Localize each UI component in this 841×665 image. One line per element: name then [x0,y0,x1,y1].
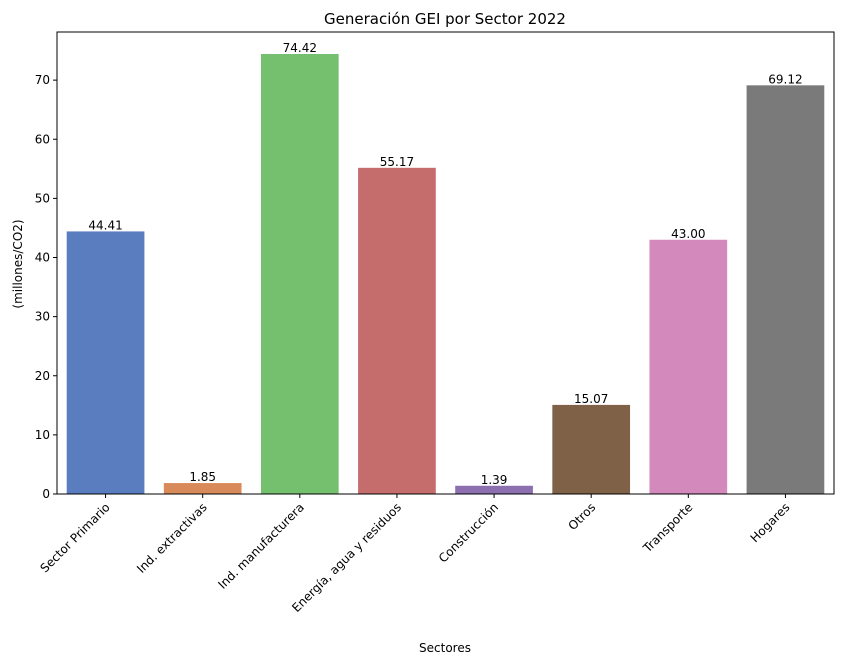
data-label: 74.42 [283,41,317,55]
bar [163,483,242,494]
y-tick-label: 10 [35,428,50,442]
plot-frame [56,31,835,495]
y-tick-label: 50 [35,191,50,205]
data-label: 44.41 [88,218,122,232]
bar [260,53,339,494]
data-label: 55.17 [380,155,414,169]
bar [552,404,631,494]
y-tick-label: 30 [35,310,50,324]
x-tick-label: Energía, agua y residuos [289,500,404,615]
data-label: 69.12 [768,72,802,86]
y-tick-label: 60 [35,132,50,146]
bar [746,85,825,494]
y-tick-label: 0 [42,487,50,501]
bar [649,239,728,494]
x-tick-label: Hogares [748,500,793,545]
x-tick-label: Otros [565,500,598,533]
y-axis-label: (millones/CO2) [11,219,25,308]
x-tick-label: Construcción [436,500,501,565]
bar [358,167,436,494]
data-label: 15.07 [574,392,608,406]
y-tick-label: 40 [35,251,50,265]
data-label: 1.39 [481,473,508,487]
x-tick-label: Transporte [640,500,696,556]
x-tick-label: Ind. manufacturera [215,500,307,592]
data-label: 43.00 [671,227,705,241]
plot-area: 44.41 1.85 74.42 55.17 1.39 15.07 43.00 69.12 0 1… [35,31,835,615]
bar [66,231,145,495]
data-label: 1.85 [189,470,216,484]
x-tick-label: Sector Primario [37,500,112,575]
x-tick-label: Ind. extractivas [134,500,210,576]
bar [455,485,533,494]
y-tick-label: 20 [35,369,50,383]
y-tick-label: 70 [35,73,50,87]
chart-title: Generación GEI por Sector 2022 [324,10,566,28]
x-axis-label: Sectores [419,641,471,655]
